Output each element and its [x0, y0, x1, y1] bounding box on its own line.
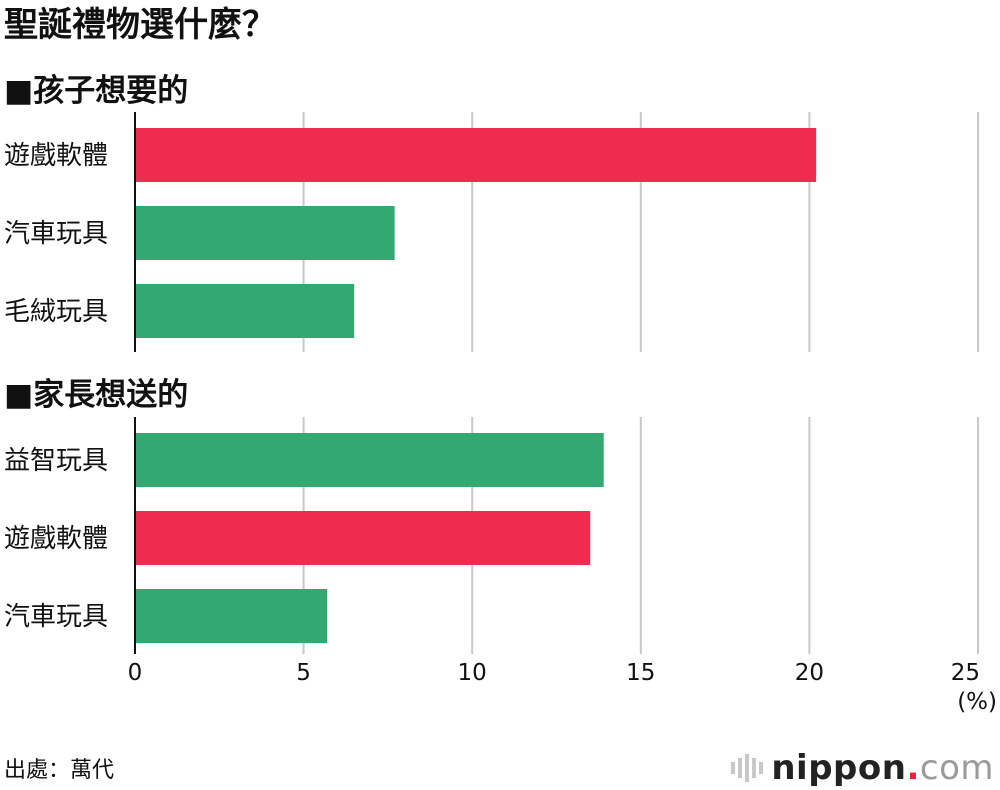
bars: [135, 128, 817, 643]
tick-label-2: 10: [458, 660, 487, 686]
category-label-1-2: 汽車玩具: [4, 602, 108, 632]
category-label-0-1: 汽車玩具: [4, 219, 108, 249]
bar-0-1: [135, 206, 395, 260]
bar-1-2: [135, 589, 328, 643]
bar-0-2: [135, 284, 355, 338]
tick-label-5: 25: [951, 660, 980, 686]
logo-suffix: com: [919, 748, 994, 788]
section-title-children: ■孩子想要的: [4, 73, 189, 109]
nippon-logo: nippon. com: [731, 748, 994, 788]
category-label-1-0: 益智玩具: [4, 446, 108, 476]
logo-bars-icon: [731, 754, 764, 782]
source-note: 出處：萬代: [4, 758, 115, 783]
tick-label-3: 15: [626, 660, 655, 686]
bar-1-0: [135, 433, 604, 487]
tick-label-1: 5: [296, 660, 311, 686]
unit-label: (%): [957, 689, 997, 715]
bar-1-1: [135, 511, 591, 565]
tick-label-0: 0: [128, 660, 143, 686]
bar-0-0: [135, 128, 817, 182]
chart-title: 聖誕禮物選什麼？: [4, 5, 276, 45]
category-label-0-2: 毛絨玩具: [4, 297, 108, 327]
gridlines: [302, 112, 979, 654]
logo-text: nippon: [771, 748, 907, 788]
logo-dot: .: [906, 748, 920, 788]
tick-label-4: 20: [795, 660, 824, 686]
category-label-1-1: 遊戲軟體: [4, 524, 108, 554]
section-title-parents: ■家長想送的: [4, 377, 189, 413]
category-label-0-0: 遊戲軟體: [4, 141, 108, 171]
